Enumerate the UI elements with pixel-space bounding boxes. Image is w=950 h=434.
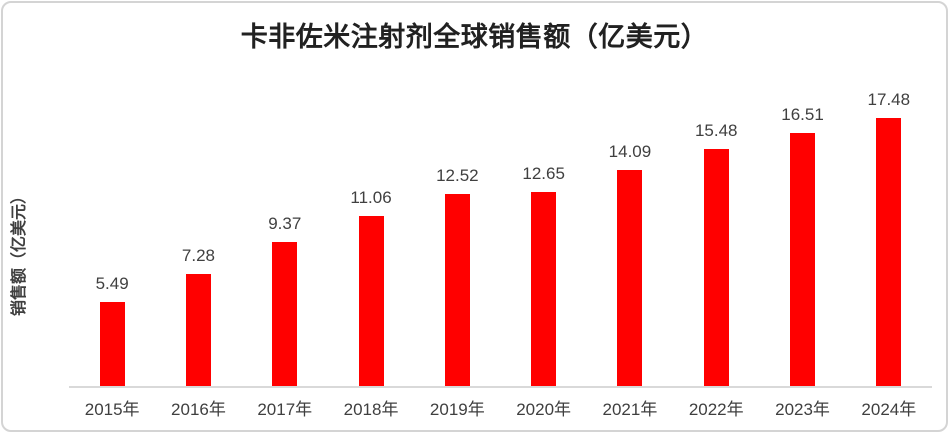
bar-value-label: 12.65 [522,164,565,183]
bar [185,274,211,386]
chart-title: 卡非佐米注射剂全球销售额（亿美元） [240,22,709,52]
bar-value-label: 7.28 [181,246,215,265]
bar-column: 16.51 [759,3,845,386]
bar-value-label: 14.09 [608,142,652,161]
bar [358,216,384,386]
bar-column: 11.06 [328,3,414,386]
bar-column: 5.49 [69,3,155,386]
bar [272,242,298,386]
x-axis-label: 2020年 [516,400,572,419]
bar-value-label: 17.48 [867,90,911,109]
bar [790,133,816,386]
x-axis-label: 2024年 [861,400,917,419]
bar [444,194,470,386]
x-axis-label: 2016年 [171,400,226,419]
x-axis-labels: 2015年 2016年 2017年 2018年 2019年 2020年 2021年 2022年… [69,395,932,420]
x-axis-label: 2018年 [343,400,399,419]
x-axis-label: 2022年 [688,400,744,419]
x-axis-label: 2017年 [257,400,313,419]
bar-column: 9.37 [242,3,328,386]
bar-column: 7.28 [155,3,241,386]
bar-column: 14.09 [587,3,673,386]
bar [99,302,125,386]
bar [617,170,643,386]
bar-value-label: 9.37 [268,214,302,233]
bar-value-label: 5.49 [95,274,129,293]
bar-column: 15.48 [673,3,759,386]
x-axis-label: 2015年 [84,400,140,419]
bar-value-label: 11.06 [350,188,392,207]
x-axis-label: 2021年 [602,400,658,419]
bar [531,192,557,386]
bar-column: 12.52 [414,3,500,386]
bar [703,149,729,386]
x-axis-line [69,386,932,388]
x-axis-label: 2023年 [775,400,830,419]
bar-column: 12.65 [500,3,586,386]
x-axis-label: 2019年 [429,400,485,419]
bar-column: 17.48 [846,3,932,386]
plot-area: 5.49 7.28 9.37 11.06 12.52 12.65 14.09 15.48 16.… [69,3,932,386]
bar-value-label: 16.51 [781,105,824,124]
bar-value-label: 15.48 [694,121,738,140]
y-axis-title: 销售额（亿美元） [11,188,28,317]
bar [876,118,902,386]
bar-value-label: 12.52 [436,166,479,185]
